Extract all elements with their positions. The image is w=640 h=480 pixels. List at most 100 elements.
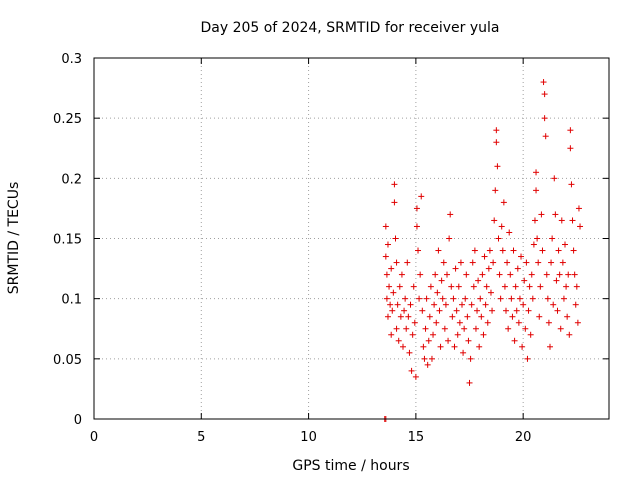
data-point — [498, 223, 505, 230]
data-point — [402, 295, 409, 302]
data-point — [489, 307, 496, 314]
data-point — [448, 283, 455, 290]
data-points — [381, 79, 584, 422]
data-point — [384, 313, 391, 320]
data-point — [407, 301, 414, 308]
data-point — [437, 343, 444, 350]
data-point — [387, 301, 394, 308]
data-point — [559, 259, 566, 266]
data-point — [393, 325, 400, 332]
data-point — [515, 319, 522, 326]
data-point — [465, 337, 472, 344]
data-point — [555, 247, 562, 254]
data-point — [464, 313, 471, 320]
data-point — [452, 265, 459, 272]
data-point — [383, 271, 390, 278]
data-point — [541, 115, 548, 122]
data-point — [470, 283, 477, 290]
data-point — [520, 301, 527, 308]
x-tick-label: 10 — [300, 430, 317, 445]
data-point — [435, 247, 442, 254]
data-point — [510, 247, 517, 254]
data-point — [557, 325, 564, 332]
data-point — [531, 217, 538, 224]
data-point — [393, 259, 400, 266]
data-point — [388, 265, 395, 272]
data-point — [501, 283, 508, 290]
data-point — [519, 343, 526, 350]
data-point — [411, 319, 418, 326]
data-point — [425, 337, 432, 344]
data-point — [485, 265, 492, 272]
data-point — [567, 145, 574, 152]
data-point — [426, 313, 433, 320]
data-point — [546, 343, 553, 350]
data-point — [563, 283, 570, 290]
x-tick-label: 5 — [197, 430, 205, 445]
data-point — [479, 271, 486, 278]
data-point — [550, 301, 557, 308]
data-point — [420, 343, 427, 350]
x-axis-label: GPS time / hours — [292, 458, 409, 474]
data-point — [392, 235, 399, 242]
data-point — [535, 259, 542, 266]
data-point — [533, 169, 540, 176]
data-point — [493, 127, 500, 134]
data-point — [530, 241, 537, 248]
data-point — [469, 259, 476, 266]
data-point — [575, 205, 582, 212]
data-point — [438, 277, 445, 284]
data-point — [573, 283, 580, 290]
data-point — [449, 313, 456, 320]
data-point — [566, 331, 573, 338]
data-point — [418, 193, 425, 200]
y-tick-label: 0.05 — [53, 353, 82, 368]
data-point — [391, 199, 398, 206]
data-point — [568, 181, 575, 188]
data-point — [560, 295, 567, 302]
data-point — [405, 313, 412, 320]
data-point — [540, 79, 547, 86]
data-point — [484, 319, 491, 326]
data-point — [412, 373, 419, 380]
grid-lines — [94, 58, 609, 419]
data-point — [439, 295, 446, 302]
data-point — [403, 325, 410, 332]
data-point — [390, 289, 397, 296]
data-point — [432, 271, 439, 278]
data-point — [554, 307, 561, 314]
data-point — [534, 235, 541, 242]
data-point — [495, 235, 502, 242]
data-point — [491, 217, 498, 224]
data-point — [475, 277, 482, 284]
x-tick-label: 15 — [408, 430, 425, 445]
data-point — [509, 313, 516, 320]
data-point — [545, 319, 552, 326]
data-point — [527, 331, 534, 338]
data-point — [441, 325, 448, 332]
data-point — [490, 259, 497, 266]
data-point — [528, 271, 535, 278]
data-point — [567, 127, 574, 134]
data-point — [401, 307, 408, 314]
data-point — [466, 379, 473, 386]
data-point — [408, 367, 415, 374]
data-point — [396, 283, 403, 290]
data-point — [486, 247, 493, 254]
x-tick-label: 20 — [515, 430, 532, 445]
data-point — [507, 271, 514, 278]
data-point — [487, 289, 494, 296]
data-point — [456, 319, 463, 326]
y-tick-label: 0.1 — [61, 293, 82, 308]
axis-ticks: 0 5 10 15 20 0 0.05 0.1 0.15 0.2 0.25 0.3 — [53, 52, 609, 445]
data-point — [450, 295, 457, 302]
data-point — [424, 361, 431, 368]
data-point — [423, 295, 430, 302]
data-point — [569, 217, 576, 224]
data-point — [572, 301, 579, 308]
data-point — [383, 295, 390, 302]
data-point — [513, 307, 520, 314]
y-tick-label: 0.2 — [61, 172, 82, 187]
data-point — [536, 313, 543, 320]
